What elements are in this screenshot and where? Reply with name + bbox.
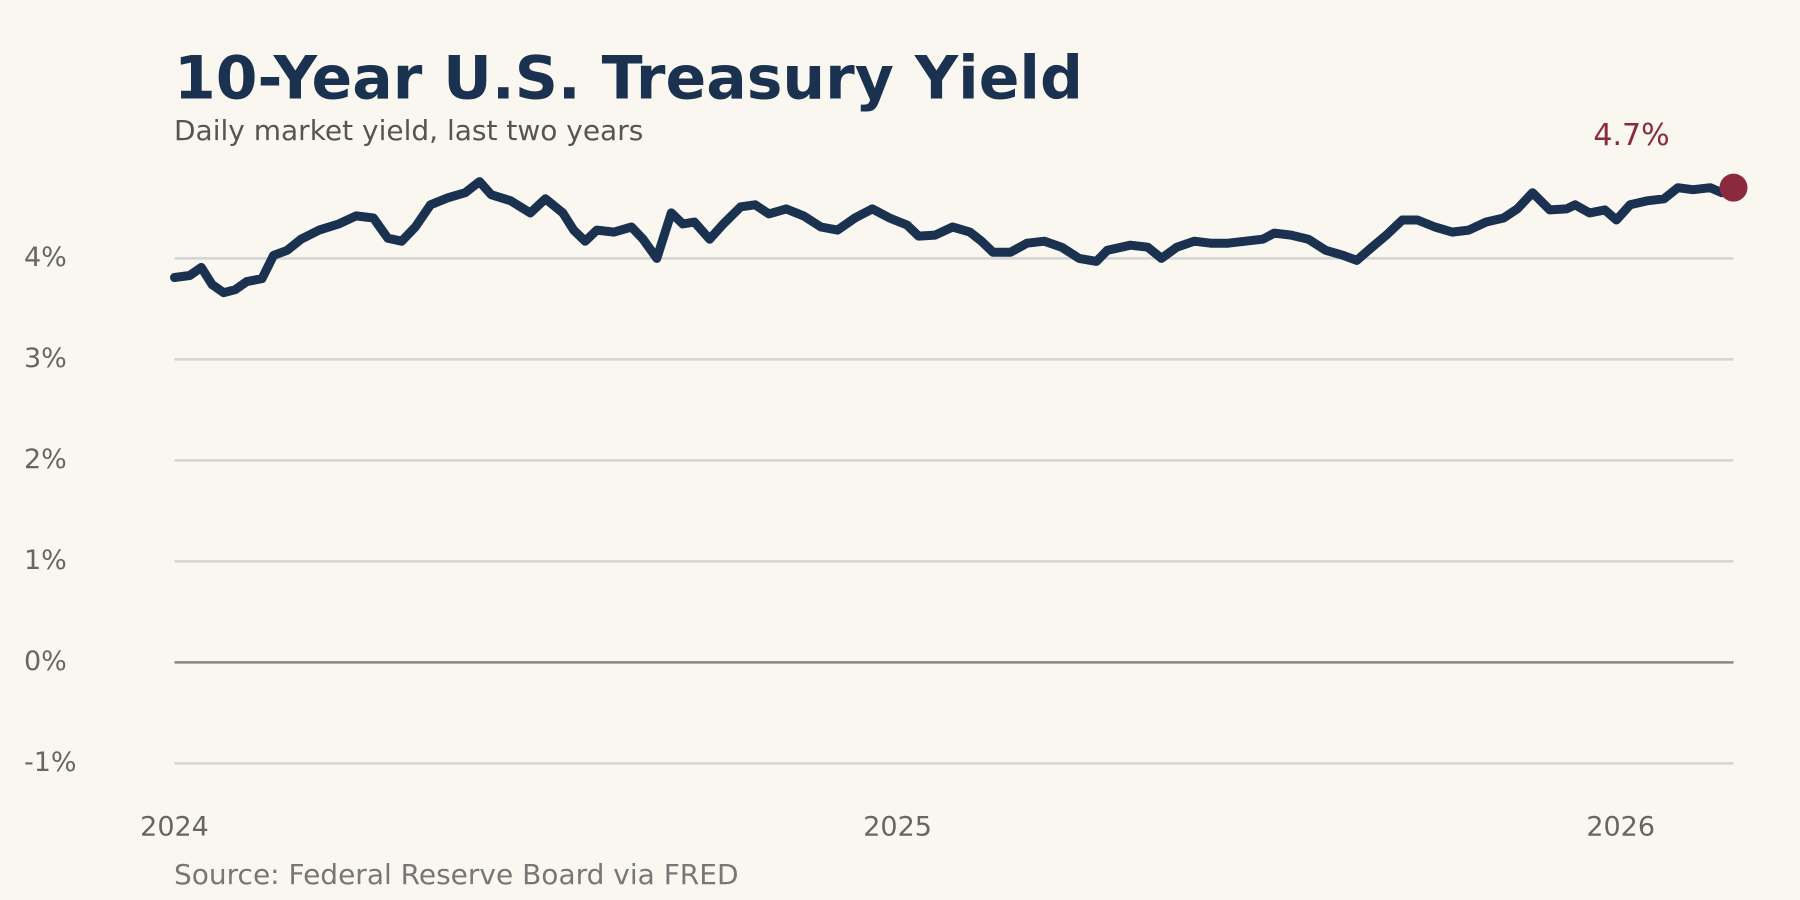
chart-subtitle: Daily market yield, last two years: [174, 114, 643, 147]
chart-title: 10-Year U.S. Treasury Yield: [174, 44, 1083, 114]
x-tick-label: 2024: [140, 812, 209, 843]
last-point: [1719, 173, 1748, 202]
source-note: Source: Federal Reserve Board via FRED: [174, 858, 739, 891]
y-tick-label: -1%: [24, 747, 77, 778]
y-tick-label: 2%: [24, 444, 67, 475]
y-tick-label: 3%: [24, 343, 67, 374]
y-tick-label: 0%: [24, 646, 67, 677]
y-tick-label: 1%: [24, 545, 67, 576]
annotation-label: 4.7%: [1593, 118, 1669, 153]
y-tick-label: 4%: [24, 242, 67, 273]
x-tick-label: 2026: [1586, 812, 1655, 843]
yield-line: [170, 177, 1738, 298]
x-tick-label: 2025: [863, 812, 932, 843]
